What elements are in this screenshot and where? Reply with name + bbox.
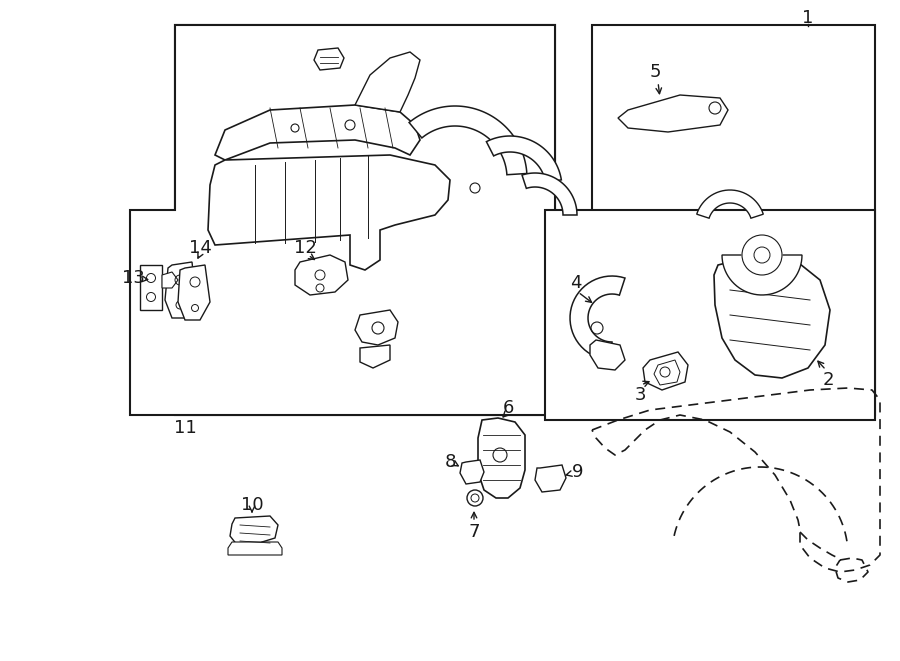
Polygon shape xyxy=(410,106,526,175)
Text: 4: 4 xyxy=(571,274,581,292)
Polygon shape xyxy=(570,276,625,360)
Polygon shape xyxy=(230,516,278,548)
Text: 10: 10 xyxy=(240,496,264,514)
Polygon shape xyxy=(228,542,282,555)
Polygon shape xyxy=(295,255,348,295)
Text: 9: 9 xyxy=(572,463,584,481)
Polygon shape xyxy=(714,255,830,378)
Polygon shape xyxy=(643,352,688,390)
Polygon shape xyxy=(355,310,398,345)
Circle shape xyxy=(467,490,483,506)
Text: 6: 6 xyxy=(502,399,514,417)
Bar xyxy=(130,210,175,415)
Polygon shape xyxy=(314,48,344,70)
Polygon shape xyxy=(208,155,450,270)
Text: 14: 14 xyxy=(189,239,212,257)
Polygon shape xyxy=(545,210,875,420)
Polygon shape xyxy=(355,52,420,112)
Polygon shape xyxy=(478,418,525,498)
Text: 2: 2 xyxy=(823,371,833,389)
Polygon shape xyxy=(486,136,562,182)
Polygon shape xyxy=(360,345,390,368)
Text: 7: 7 xyxy=(468,523,480,541)
Bar xyxy=(175,25,555,415)
Polygon shape xyxy=(535,465,566,492)
Text: 12: 12 xyxy=(293,239,317,257)
Polygon shape xyxy=(178,265,210,320)
Text: 5: 5 xyxy=(649,63,661,81)
Polygon shape xyxy=(130,25,555,415)
Text: 8: 8 xyxy=(445,453,455,471)
Text: 11: 11 xyxy=(174,419,196,437)
Polygon shape xyxy=(215,105,420,160)
Polygon shape xyxy=(697,190,763,218)
Polygon shape xyxy=(162,272,178,288)
Polygon shape xyxy=(165,262,196,318)
Polygon shape xyxy=(522,173,577,215)
Polygon shape xyxy=(654,360,680,385)
Polygon shape xyxy=(618,95,728,132)
Polygon shape xyxy=(722,255,802,295)
Text: 13: 13 xyxy=(122,269,144,287)
Circle shape xyxy=(742,235,782,275)
Polygon shape xyxy=(590,340,625,370)
Polygon shape xyxy=(140,265,162,310)
Text: 1: 1 xyxy=(802,9,814,27)
Text: 3: 3 xyxy=(634,386,646,404)
Polygon shape xyxy=(460,460,484,484)
Bar xyxy=(592,25,875,415)
